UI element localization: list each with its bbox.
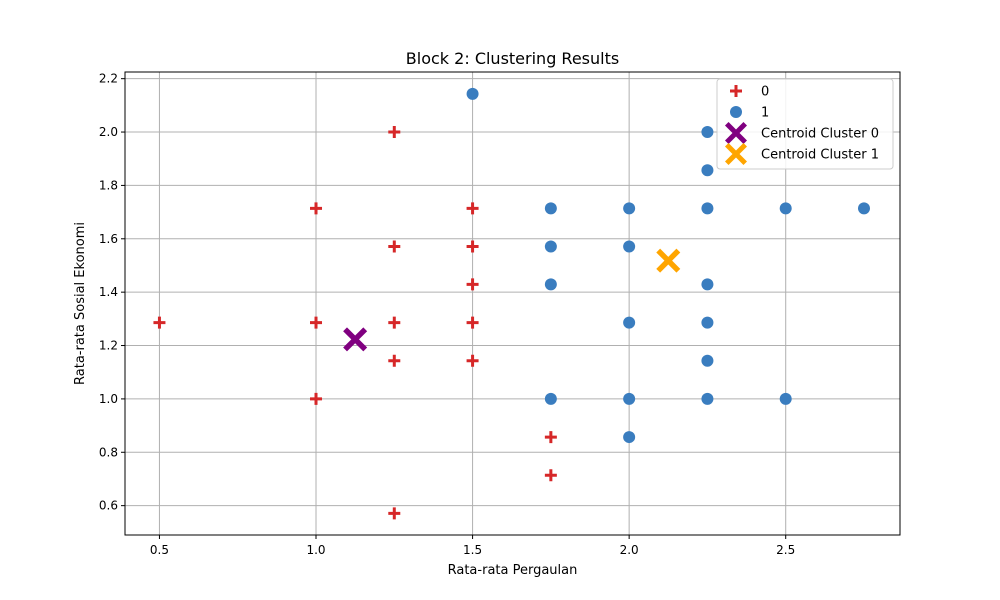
axis-ticks: 0.5 1.0 1.5 2.0 2.5 0.6 0.8 1.0 1.2 1.4 1.6 1.8 2.0 2…	[99, 72, 795, 557]
y-tick-label: 1.4	[99, 285, 118, 299]
cluster-0-point	[388, 126, 401, 139]
cluster-1-point	[701, 316, 714, 329]
cluster-1-point	[544, 240, 557, 253]
cluster-1-point	[701, 164, 714, 177]
cluster-0-point	[466, 316, 479, 329]
legend-label: 0	[761, 85, 769, 100]
legend-label: Centroid Cluster 1	[761, 148, 879, 163]
cluster-1-point	[623, 392, 636, 405]
cluster-1-point	[701, 202, 714, 215]
centroid-marker-2	[343, 327, 368, 352]
cluster-1-point	[857, 202, 870, 215]
y-tick-label: 2.2	[99, 72, 118, 86]
cluster-1-point	[623, 316, 636, 329]
legend-marker	[725, 122, 747, 144]
x-axis-label: Rata-rata Pergaulan	[448, 563, 578, 578]
cluster-0-point	[544, 431, 557, 444]
legend-box	[716, 78, 894, 170]
y-tick-label: 1.8	[99, 178, 118, 192]
data-points	[153, 87, 870, 520]
cluster-1-point	[701, 126, 714, 139]
cluster-0-point	[310, 202, 323, 215]
x-tick-label: 1.0	[306, 543, 325, 557]
cluster-0-point	[388, 316, 401, 329]
legend-marker	[725, 143, 747, 165]
cluster-1-point	[466, 87, 479, 100]
cluster-0-point	[388, 354, 401, 367]
y-tick-label: 1.2	[99, 339, 118, 353]
cluster-1-point	[779, 202, 792, 215]
cluster-1-point	[701, 354, 714, 367]
cluster-0-point	[466, 202, 479, 215]
cluster-1-point	[623, 240, 636, 253]
y-tick-label: 1.0	[99, 392, 118, 406]
legend: 0 1 Centroid Cluster 0 Centroid Cluster 1	[716, 78, 894, 170]
centroid-marker-3	[656, 248, 681, 273]
cluster-1-point	[701, 278, 714, 291]
x-tick-label: 2.5	[776, 543, 795, 557]
cluster-1-point	[779, 392, 792, 405]
cluster-0-point	[388, 507, 401, 520]
x-tick-label: 1.5	[463, 543, 482, 557]
y-tick-label: 0.6	[99, 499, 118, 513]
legend-marker	[730, 106, 742, 118]
y-tick-label: 0.8	[99, 445, 118, 459]
cluster-1-point	[544, 278, 557, 291]
cluster-0-point	[466, 354, 479, 367]
cluster-0-point	[388, 240, 401, 253]
y-axis-label: Rata-rata Sosial Ekonomi	[73, 222, 88, 385]
chart-title: Block 2: Clustering Results	[406, 49, 619, 68]
cluster-1-point	[544, 202, 557, 215]
cluster-0-point	[153, 316, 166, 329]
cluster-1-point	[544, 392, 557, 405]
cluster-1-point	[623, 202, 636, 215]
cluster-0-point	[544, 469, 557, 482]
y-tick-label: 1.6	[99, 232, 118, 246]
cluster-0-point	[466, 278, 479, 291]
legend-label: 1	[761, 106, 769, 121]
x-tick-label: 0.5	[150, 543, 169, 557]
cluster-0-point	[466, 240, 479, 253]
plot-frame	[124, 71, 901, 536]
cluster-0-point	[310, 316, 323, 329]
y-tick-label: 2.0	[99, 125, 118, 139]
x-tick-label: 2.0	[620, 543, 639, 557]
cluster-1-point	[701, 392, 714, 405]
legend-marker	[730, 85, 742, 97]
legend-label: Centroid Cluster 0	[761, 127, 879, 142]
cluster-1-point	[623, 431, 636, 444]
cluster-0-point	[310, 392, 323, 405]
